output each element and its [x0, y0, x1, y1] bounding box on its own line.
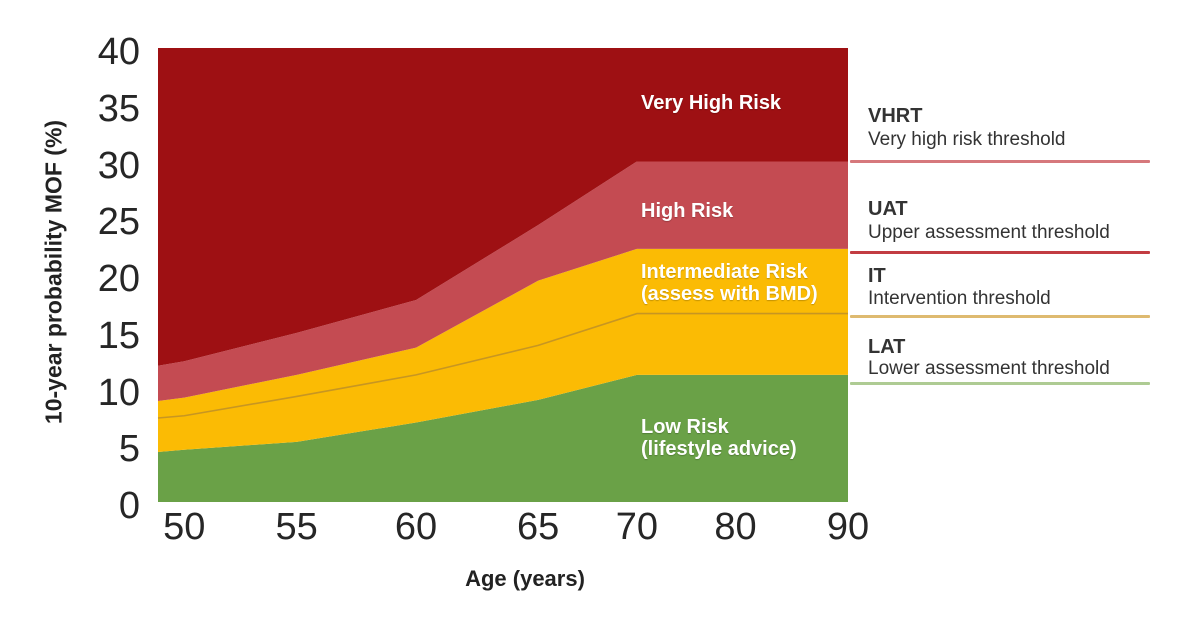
x-tick-label: 65: [517, 506, 560, 548]
intervention-threshold-line: [157, 312, 848, 419]
threshold-line-uat: [850, 251, 1150, 254]
y-tick-label: 5: [118, 428, 140, 471]
zone-label-high: High Risk: [641, 200, 733, 222]
threshold-line-vhrt: [850, 160, 1150, 163]
zone-label-line: (lifestyle advice): [641, 438, 797, 460]
x-axis-title: Age (years): [465, 566, 585, 591]
x-tick-label: 55: [275, 506, 318, 548]
threshold-abbr-lat: LAT: [868, 336, 906, 358]
x-tick-label: 50: [163, 506, 206, 548]
zone-label-low: Low Risk (lifestyle advice): [641, 416, 797, 460]
x-tick-label: 70: [615, 506, 658, 548]
zone-area-very-high: [158, 48, 848, 366]
y-tick-label: 10: [97, 371, 140, 414]
y-tick-label: 30: [97, 144, 140, 187]
zone-label-line: Very High Risk: [641, 92, 782, 114]
y-tick-label: 35: [97, 87, 140, 130]
x-tick-label: 90: [826, 506, 870, 548]
zone-area-intermediate: [158, 248, 848, 453]
zone-label-line: Low Risk: [641, 416, 729, 438]
threshold-line-it: [850, 315, 1150, 318]
threshold-name-vhrt: Very high risk threshold: [868, 129, 1066, 150]
y-tick-label: 15: [97, 314, 140, 357]
zone-area-low: [158, 374, 848, 502]
zone-label-line: High Risk: [641, 200, 734, 222]
y-tick-label: 40: [97, 31, 140, 73]
x-tick-label: 80: [714, 506, 757, 548]
threshold-name-uat: Upper assessment threshold: [868, 222, 1110, 243]
threshold-name-lat: Lower assessment threshold: [868, 358, 1110, 379]
zone-label-intermediate: Intermediate Risk (assess with BMD): [641, 261, 818, 305]
threshold-line-lat: [850, 382, 1150, 385]
threshold-abbr-uat: UAT: [868, 198, 908, 220]
zone-label-line: (assess with BMD): [641, 283, 818, 305]
threshold-name-it: Intervention threshold: [868, 288, 1051, 309]
zone-label-line: Intermediate Risk: [641, 261, 808, 283]
y-tick-label: 20: [97, 258, 140, 300]
threshold-abbr-vhrt: VHRT: [868, 105, 923, 127]
threshold-abbr-it: IT: [868, 265, 886, 287]
y-tick-label: 25: [97, 201, 140, 244]
x-tick-label: 60: [394, 506, 438, 548]
zone-area-high: [158, 161, 848, 401]
zone-label-very-high: Very High Risk: [641, 92, 781, 114]
y-tick-label: 0: [118, 485, 140, 527]
